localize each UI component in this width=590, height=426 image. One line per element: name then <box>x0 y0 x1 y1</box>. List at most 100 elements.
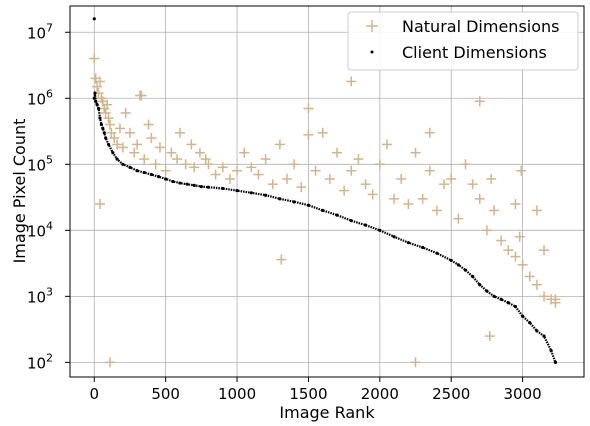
x-tick-label: 1000 <box>218 385 256 403</box>
natural-dimension-point <box>114 123 125 134</box>
natural-dimension-point <box>89 53 100 64</box>
legend-client-marker <box>370 50 374 54</box>
natural-dimension-point <box>282 173 293 184</box>
natural-dimension-point <box>239 147 250 158</box>
natural-dimension-point <box>439 179 450 190</box>
y-tick-label: 105 <box>27 153 53 174</box>
y-axis-ticks: 102 103 104 105 106 107 <box>27 21 70 372</box>
natural-dimension-point <box>310 165 321 176</box>
natural-dimension-point <box>104 119 115 130</box>
natural-dimension-point <box>102 99 113 110</box>
natural-dimension-point <box>474 96 485 107</box>
natural-dimension-point <box>104 357 115 368</box>
client-dimensions-points <box>92 17 558 364</box>
natural-dimension-point <box>106 127 117 138</box>
natural-dimension-point <box>331 147 342 158</box>
natural-dimension-point <box>517 259 528 270</box>
natural-dimension-point <box>146 133 157 144</box>
natural-dimension-point <box>103 113 114 124</box>
natural-dimension-point <box>539 291 550 302</box>
natural-dimension-point <box>531 279 542 290</box>
client-dimensions-trace <box>93 92 557 363</box>
natural-dimension-point <box>232 165 243 176</box>
natural-dimension-point <box>112 139 123 150</box>
y-tick-label: 103 <box>27 285 53 306</box>
natural-dimension-point <box>267 179 278 190</box>
natural-dimension-point <box>550 294 561 305</box>
natural-dimension-point <box>160 165 171 176</box>
y-axis-label: Image Pixel Count <box>10 119 29 264</box>
y-tick-label: 102 <box>27 351 53 372</box>
natural-dimension-point <box>374 159 385 170</box>
natural-dimension-point <box>446 173 457 184</box>
natural-dimension-point <box>94 76 105 87</box>
natural-dimension-point <box>246 162 257 173</box>
natural-dimension-point <box>174 127 185 138</box>
natural-dimension-point <box>514 231 525 242</box>
natural-dimension-point <box>516 165 527 176</box>
x-axis-label: Image Rank <box>279 403 375 422</box>
natural-dimension-point <box>134 90 145 101</box>
natural-dimension-point <box>194 147 205 158</box>
natural-dimension-point <box>486 173 497 184</box>
natural-dimension-point <box>94 199 105 210</box>
x-tick-label: 3000 <box>504 385 542 403</box>
natural-dimension-point <box>253 169 264 180</box>
natural-dimension-point <box>186 139 197 150</box>
natural-dimension-point <box>403 199 414 210</box>
natural-dimension-point <box>150 159 161 170</box>
natural-dimension-point <box>460 159 471 170</box>
natural-dimension-point <box>132 139 143 150</box>
natural-dimension-point <box>143 119 154 130</box>
natural-dimension-point <box>203 159 214 170</box>
natural-dimension-point <box>353 154 364 165</box>
natural-dimension-point <box>481 225 492 236</box>
natural-dimension-point <box>424 165 435 176</box>
legend: Natural Dimensions Client Dimensions <box>347 11 579 71</box>
legend-natural-label: Natural Dimensions <box>402 17 559 36</box>
natural-dimension-point <box>217 162 228 173</box>
y-tick-label: 104 <box>27 219 53 240</box>
natural-dimension-point <box>496 235 507 246</box>
natural-dimension-point <box>317 127 328 138</box>
natural-dimension-point <box>489 205 500 216</box>
x-tick-label: 1500 <box>289 385 327 403</box>
natural-dimension-point <box>324 173 335 184</box>
natural-dimension-point <box>109 133 120 144</box>
natural-dimension-point <box>410 147 421 158</box>
natural-dimension-point <box>224 173 235 184</box>
natural-dimension-point <box>467 179 478 190</box>
natural-dimension-point <box>289 159 300 170</box>
legend-natural-marker <box>366 20 378 32</box>
natural-dimension-point <box>303 103 314 114</box>
natural-dimension-point <box>524 271 535 282</box>
natural-dimension-point <box>510 199 521 210</box>
natural-dimension-point <box>154 142 165 153</box>
natural-dimensions-points <box>89 53 561 368</box>
natural-dimension-point <box>92 81 103 92</box>
natural-dimension-point <box>260 154 271 165</box>
natural-dimension-point <box>210 169 221 180</box>
x-tick-label: 2500 <box>432 385 470 403</box>
natural-dimension-point <box>303 129 314 140</box>
natural-dimension-point <box>346 76 357 87</box>
natural-dimension-point <box>139 154 150 165</box>
natural-dimension-point <box>276 254 287 265</box>
x-tick-label: 500 <box>151 385 180 403</box>
natural-dimension-point <box>180 159 191 170</box>
natural-dimension-point <box>453 213 464 224</box>
natural-dimension-point <box>424 127 435 138</box>
natural-dimension-point <box>410 357 421 368</box>
natural-dimension-point <box>531 205 542 216</box>
natural-dimension-point <box>360 179 371 190</box>
y-tick-label: 107 <box>27 21 53 42</box>
x-tick-label: 2000 <box>361 385 399 403</box>
natural-dimension-point <box>510 251 521 262</box>
natural-dimension-point <box>503 245 514 256</box>
natural-dimension-point <box>189 162 200 173</box>
x-tick-label: 0 <box>89 385 99 403</box>
plot-frame <box>69 5 585 378</box>
natural-dimension-point <box>120 107 131 118</box>
natural-dimension-point <box>367 189 378 200</box>
